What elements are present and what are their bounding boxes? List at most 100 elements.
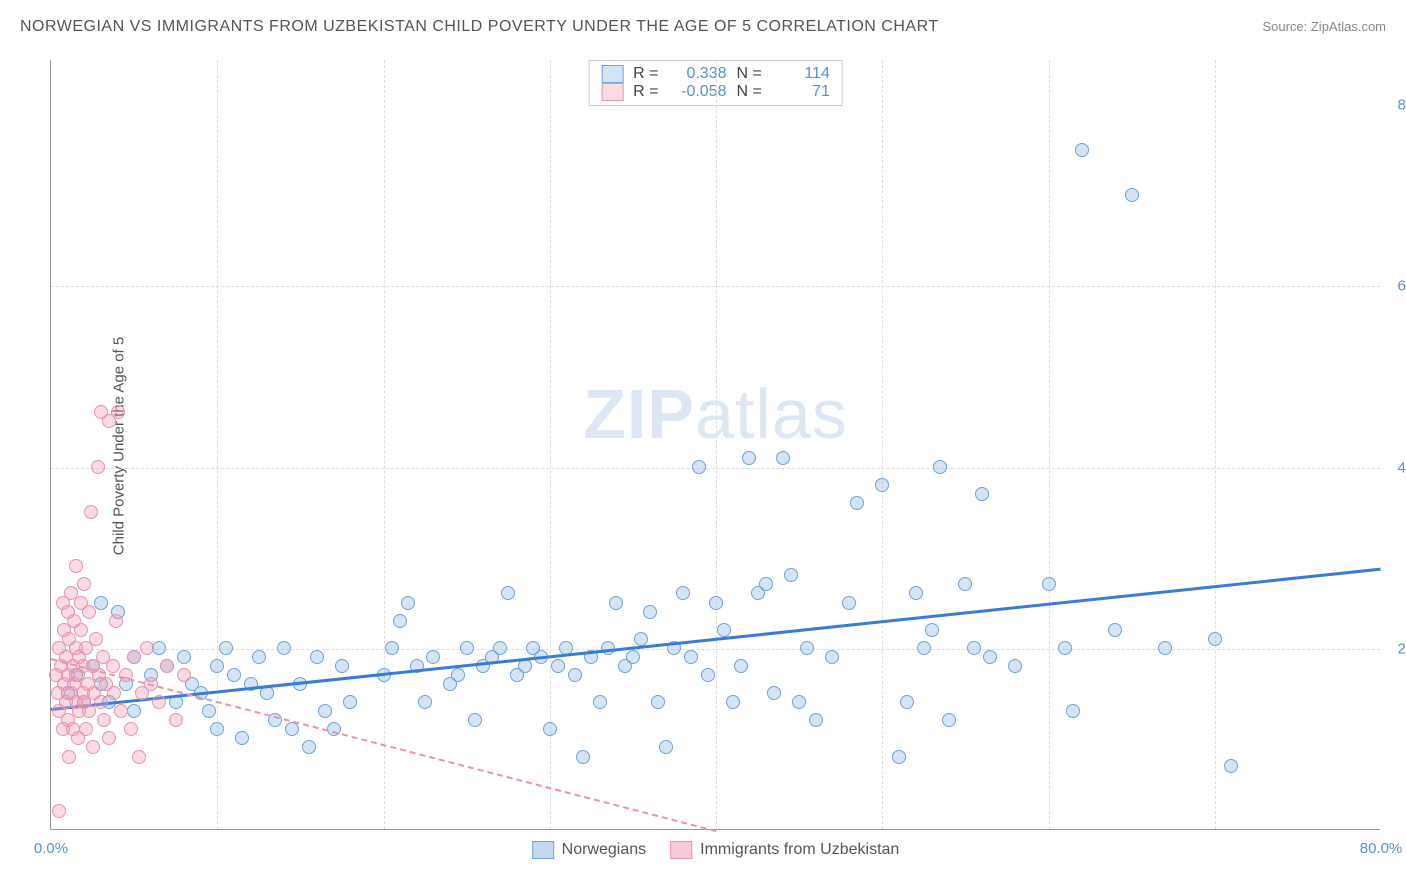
data-point: [842, 596, 856, 610]
data-point: [89, 632, 103, 646]
data-point: [169, 713, 183, 727]
data-point: [111, 405, 125, 419]
data-point: [659, 740, 673, 754]
data-point: [91, 460, 105, 474]
data-point: [1208, 632, 1222, 646]
n-value: 114: [772, 65, 830, 83]
gridline-v: [1215, 60, 1216, 829]
data-point: [568, 668, 582, 682]
data-point: [692, 460, 706, 474]
data-point: [1058, 641, 1072, 655]
data-point: [967, 641, 981, 655]
data-point: [734, 659, 748, 673]
data-point: [551, 659, 565, 673]
data-point: [1066, 704, 1080, 718]
gridline-v: [716, 60, 717, 829]
data-point: [975, 487, 989, 501]
data-point: [759, 577, 773, 591]
data-point: [643, 605, 657, 619]
data-point: [1108, 623, 1122, 637]
data-point: [726, 695, 740, 709]
data-point: [401, 596, 415, 610]
n-value: 71: [772, 83, 830, 101]
data-point: [86, 740, 100, 754]
legend-swatch: [601, 83, 623, 101]
data-point: [676, 586, 690, 600]
data-point: [177, 650, 191, 664]
r-value: 0.338: [669, 65, 727, 83]
data-point: [302, 740, 316, 754]
data-point: [210, 659, 224, 673]
data-point: [792, 695, 806, 709]
x-tick-label: 0.0%: [34, 840, 68, 857]
data-point: [925, 623, 939, 637]
data-point: [69, 559, 83, 573]
n-label: N =: [737, 83, 762, 101]
chart-title: NORWEGIAN VS IMMIGRANTS FROM UZBEKISTAN …: [20, 18, 939, 36]
data-point: [109, 614, 123, 628]
gridline-v: [1049, 60, 1050, 829]
data-point: [933, 460, 947, 474]
data-point: [114, 704, 128, 718]
data-point: [1158, 641, 1172, 655]
data-point: [701, 668, 715, 682]
data-point: [593, 695, 607, 709]
data-point: [717, 623, 731, 637]
data-point: [160, 659, 174, 673]
data-point: [900, 695, 914, 709]
data-point: [127, 704, 141, 718]
data-point: [626, 650, 640, 664]
data-point: [106, 659, 120, 673]
data-point: [177, 668, 191, 682]
legend-swatch: [670, 841, 692, 859]
data-point: [84, 505, 98, 519]
data-point: [468, 713, 482, 727]
data-point: [958, 577, 972, 591]
data-point: [1125, 188, 1139, 202]
data-point: [94, 596, 108, 610]
plot-area: ZIPatlas R =0.338N =114R =-0.058N =71 No…: [50, 60, 1380, 830]
data-point: [124, 722, 138, 736]
y-tick-label: 60.0%: [1397, 278, 1406, 295]
data-point: [335, 659, 349, 673]
watermark-bold: ZIP: [583, 375, 695, 453]
data-point: [285, 722, 299, 736]
gridline-v: [882, 60, 883, 829]
data-point: [318, 704, 332, 718]
data-point: [140, 641, 154, 655]
r-label: R =: [633, 65, 658, 83]
y-tick-label: 40.0%: [1397, 459, 1406, 476]
gridline-v: [217, 60, 218, 829]
data-point: [343, 695, 357, 709]
data-point: [219, 641, 233, 655]
data-point: [227, 668, 241, 682]
data-point: [800, 641, 814, 655]
data-point: [917, 641, 931, 655]
n-label: N =: [737, 65, 762, 83]
data-point: [983, 650, 997, 664]
data-point: [942, 713, 956, 727]
data-point: [809, 713, 823, 727]
data-point: [850, 496, 864, 510]
data-point: [82, 605, 96, 619]
data-point: [77, 577, 91, 591]
r-value: -0.058: [669, 83, 727, 101]
data-point: [543, 722, 557, 736]
y-tick-label: 80.0%: [1397, 97, 1406, 114]
legend-item: Norwegians: [532, 841, 646, 859]
r-label: R =: [633, 83, 658, 101]
data-point: [742, 451, 756, 465]
data-point: [1224, 759, 1238, 773]
data-point: [277, 641, 291, 655]
data-point: [1008, 659, 1022, 673]
data-point: [418, 695, 432, 709]
data-point: [784, 568, 798, 582]
data-point: [875, 478, 889, 492]
data-point: [393, 614, 407, 628]
legend-swatch: [532, 841, 554, 859]
title-bar: NORWEGIAN VS IMMIGRANTS FROM UZBEKISTAN …: [20, 18, 1386, 36]
data-point: [892, 750, 906, 764]
data-point: [202, 704, 216, 718]
data-point: [576, 750, 590, 764]
data-point: [97, 713, 111, 727]
